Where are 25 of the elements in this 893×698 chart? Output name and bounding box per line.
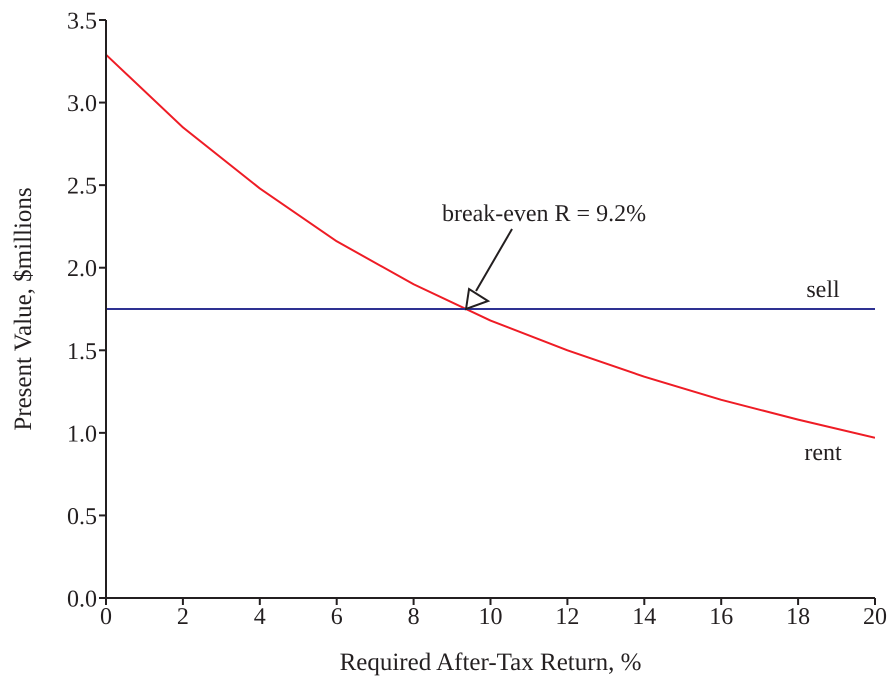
- x-tick-label: 0: [100, 604, 112, 630]
- y-tick-label: 2.5: [67, 174, 97, 200]
- y-tick-label: 2.0: [67, 256, 97, 282]
- x-tick-label: 8: [408, 604, 420, 630]
- y-tick-label: 3.0: [67, 91, 97, 118]
- y-tick-label: 0.0: [67, 586, 97, 613]
- x-tick-label: 12: [555, 604, 580, 630]
- y-tick-label: 3.5: [67, 8, 97, 35]
- line-series: [106, 54, 875, 439]
- x-tick-label: 2: [176, 604, 189, 630]
- x-tick-label: 4: [254, 604, 266, 630]
- x-tick-label: 18: [786, 604, 810, 630]
- x-tick-label: 10: [478, 604, 502, 630]
- series-label: rent: [804, 440, 842, 466]
- y-tick-label: 1.0: [67, 421, 97, 448]
- series-label: sell: [806, 277, 840, 303]
- x-tick-label: 20: [863, 604, 887, 630]
- annotation: break-even R = 9.2%: [442, 201, 646, 227]
- x-tick-label: 14: [632, 604, 656, 630]
- y-tick-label: 1.5: [67, 338, 97, 365]
- x-axis-title: Required After-Tax Return, %: [340, 649, 642, 676]
- y-axis-title: Present Value, $millions: [10, 187, 37, 431]
- x-tick-label: 6: [330, 604, 343, 630]
- y-tick-label: 0.5: [67, 504, 97, 530]
- x-tick-label: 16: [709, 604, 734, 630]
